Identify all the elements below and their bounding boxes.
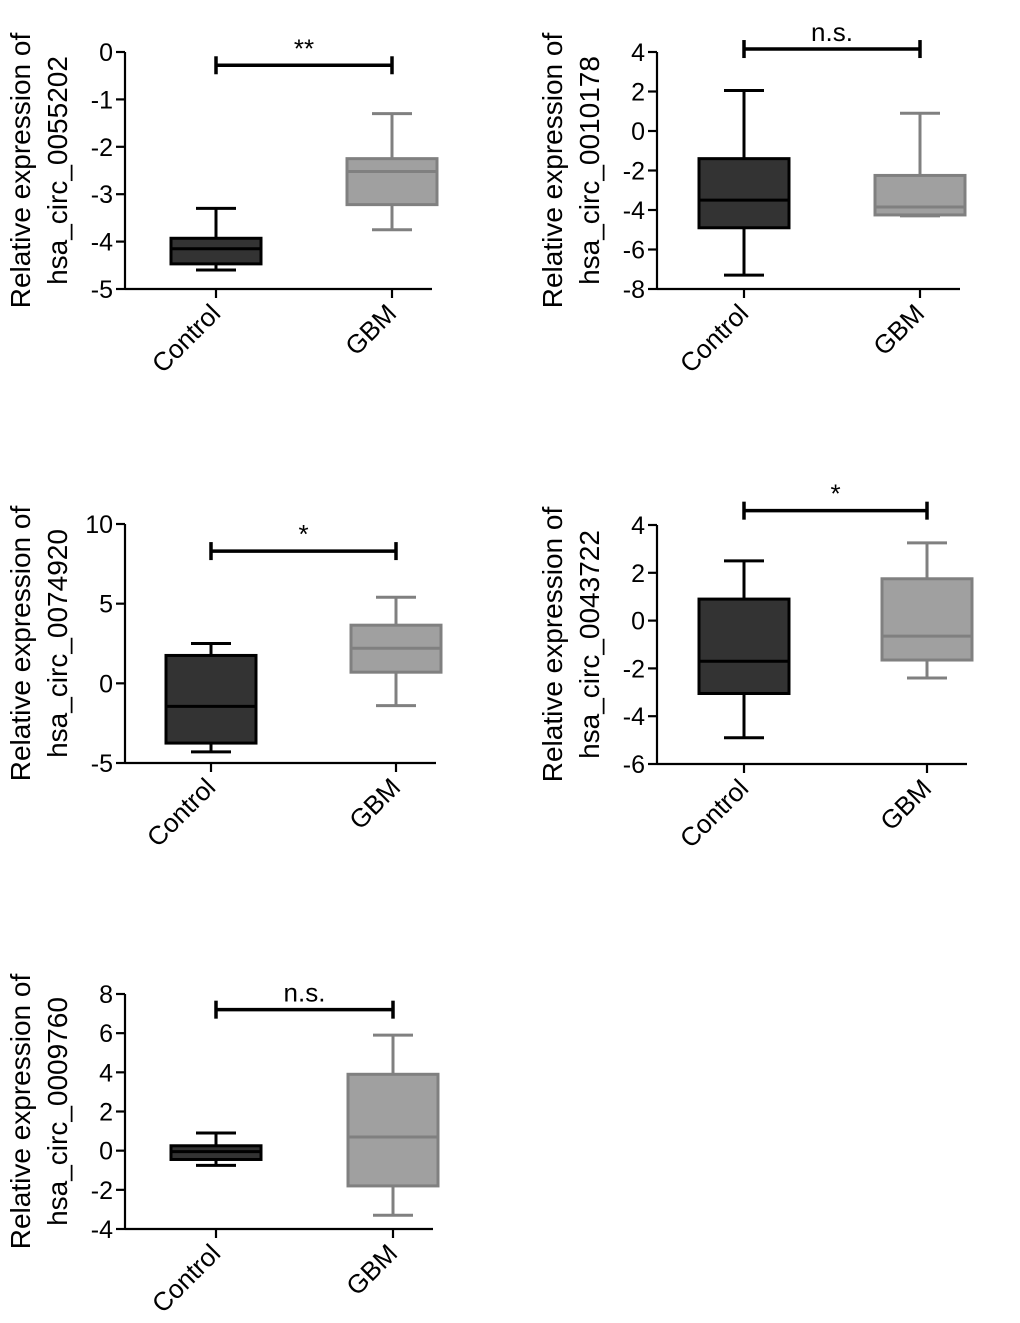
y-tick-label: 2 [631, 560, 645, 588]
boxplot-control [697, 559, 791, 740]
x-category-label-control: Control [141, 772, 221, 852]
y-tick-label: 8 [99, 981, 113, 1009]
boxplot-gbm [346, 1033, 440, 1217]
y-tick-label: 4 [631, 39, 645, 67]
boxplot-gbm [880, 541, 974, 680]
x-category-label-gbm: GBM [867, 298, 930, 361]
y-tick-label: 0 [99, 670, 113, 698]
y-tick-label: 0 [631, 118, 645, 146]
y-axis-title-line1: Relative expression of [537, 33, 568, 309]
iqr-box [880, 577, 974, 662]
iqr-box [873, 173, 967, 217]
chart-panel-2: 4 2 0 -2 -4 -6 -8 Relative expression of hsa_cir… [537, 17, 967, 379]
y-tick-label: -1 [91, 86, 113, 114]
significance-label: n.s. [811, 17, 853, 47]
y-tick-label: -6 [623, 751, 645, 779]
significance-label: * [830, 479, 840, 509]
significance-bracket: * [742, 479, 929, 520]
chart-panel-1: 0 -1 -2 -3 -4 -5 Relative expression of hsa_cir… [5, 33, 439, 379]
y-tick-label: -2 [623, 158, 645, 186]
y-tick-label: 5 [99, 591, 113, 619]
y-tick-label: -5 [91, 276, 113, 304]
significance-label: n.s. [284, 978, 326, 1008]
boxplot-control [169, 206, 263, 272]
y-tick-label: -8 [623, 276, 645, 304]
y-axis-title-line1: Relative expression of [5, 974, 36, 1250]
boxplot-gbm [873, 111, 967, 218]
y-tick-label: -4 [623, 703, 645, 731]
x-category-label-control: Control [674, 773, 754, 853]
chart-panel-4: 4 2 0 -2 -4 -6 Relative expression of hsa_circ_… [537, 479, 974, 854]
y-tick-label: 6 [99, 1020, 113, 1048]
x-category-label-gbm: GBM [340, 1238, 403, 1301]
boxplot-control [697, 89, 791, 277]
y-tick-label: 2 [631, 79, 645, 107]
iqr-box [164, 653, 258, 745]
y-axis-title-line2: hsa_circ_0009760 [42, 997, 73, 1226]
x-category-label-control: Control [674, 298, 754, 378]
y-axis-title-line2: hsa_circ_0074920 [42, 529, 73, 758]
x-category-label-gbm: GBM [339, 298, 402, 361]
chart-panel-5: 8 6 4 2 0 -2 -4 Relative expression of hsa_circ_… [5, 974, 440, 1319]
y-tick-label: -3 [91, 181, 113, 209]
y-tick-label: -2 [91, 134, 113, 162]
x-category-label-control: Control [146, 1238, 226, 1318]
y-tick-label: 2 [99, 1099, 113, 1127]
chart-panel-3: 10 5 0 -5 Relative expression of hsa_circ_007… [5, 506, 443, 853]
iqr-box [345, 157, 439, 207]
iqr-box [697, 157, 791, 230]
boxplot-control [169, 1131, 263, 1167]
y-tick-label: -2 [91, 1177, 113, 1205]
iqr-box [697, 597, 791, 695]
y-tick-label: 0 [99, 39, 113, 67]
y-axis-title-line1: Relative expression of [5, 506, 36, 782]
y-tick-label: -6 [623, 237, 645, 265]
y-axis-title-line2: hsa_circ_0055202 [42, 56, 73, 285]
boxplot-gbm [349, 595, 443, 708]
y-tick-label: 4 [631, 512, 645, 540]
y-tick-label: 0 [631, 608, 645, 636]
x-category-label-gbm: GBM [874, 773, 937, 836]
y-tick-label: 0 [99, 1138, 113, 1166]
y-axis-title-line2: hsa_circ_0010178 [574, 56, 605, 285]
x-category-label-gbm: GBM [343, 772, 406, 835]
y-axis-title-line1: Relative expression of [5, 33, 36, 309]
y-tick-label: -2 [623, 655, 645, 683]
y-tick-label: -4 [91, 229, 113, 257]
significance-bracket: * [209, 519, 398, 561]
significance-bracket: ** [214, 33, 394, 75]
y-axis-title-line2: hsa_circ_0043722 [574, 530, 605, 759]
significance-bracket: n.s. [742, 17, 922, 59]
boxplot-control [164, 642, 258, 754]
x-category-label-control: Control [146, 298, 226, 378]
iqr-box [346, 1072, 440, 1188]
significance-label: * [298, 519, 308, 549]
y-tick-label: 10 [85, 511, 113, 539]
y-tick-label: -4 [91, 1216, 113, 1244]
y-tick-label: -4 [623, 197, 645, 225]
y-tick-label: 4 [99, 1059, 113, 1087]
significance-bracket: n.s. [214, 978, 395, 1019]
iqr-box [169, 236, 263, 266]
boxplot-gbm [345, 112, 439, 232]
significance-label: ** [294, 33, 314, 63]
y-tick-label: -5 [91, 750, 113, 778]
y-axis-title-line1: Relative expression of [537, 507, 568, 783]
